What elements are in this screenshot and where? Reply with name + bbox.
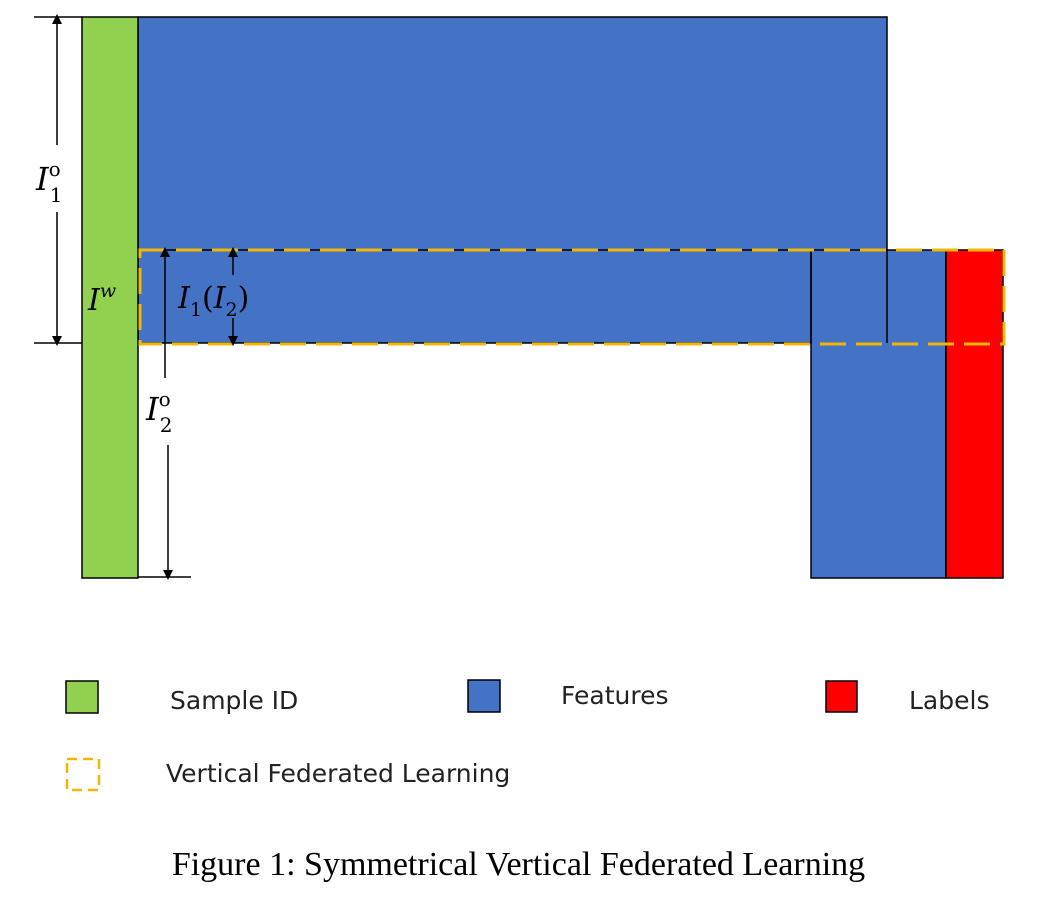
legend-label-sample-id: Sample ID (170, 686, 299, 715)
party2-features-block (810, 249, 947, 579)
legend-swatch-features (467, 679, 501, 713)
figure-caption: Figure 1: Symmetrical Vertical Federated… (171, 846, 866, 883)
math-i1-i2: I1(I2) (177, 281, 249, 321)
sample-id-column (81, 16, 139, 579)
legend-swatch-labels (825, 680, 858, 713)
math-i2o: Io 2 (145, 387, 172, 437)
legend-swatch-vfl (65, 757, 101, 792)
math-iw: Iw (87, 280, 116, 318)
legend-swatch-sample-id (65, 680, 99, 714)
vfl-region (138, 248, 1006, 346)
legend-label-labels: Labels (909, 686, 990, 715)
math-i1o: Io 1 (35, 157, 62, 207)
legend-label-vfl: Vertical Federated Learning (166, 759, 511, 788)
party1-features-block (137, 16, 888, 344)
labels-block (945, 249, 1004, 579)
legend-label-features: Features (561, 681, 669, 710)
